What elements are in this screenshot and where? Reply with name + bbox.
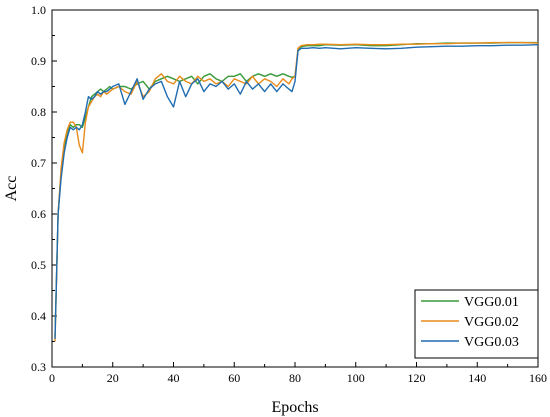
plot-lines xyxy=(54,41,539,342)
x-tick-label: 140 xyxy=(468,371,486,385)
legend: VGG0.01 VGG0.02 VGG0.03 xyxy=(414,289,539,359)
x-tick-label: 0 xyxy=(49,371,55,385)
series-line-vgg0-03 xyxy=(54,44,539,339)
y-tick-label: 0.9 xyxy=(31,54,46,68)
x-tick-label: 20 xyxy=(107,371,119,385)
legend-label: VGG0.02 xyxy=(464,315,519,330)
y-tick-label: 0.6 xyxy=(31,207,46,221)
axes: 0 20 40 60 80 100 120 140 160 0.3 0.4 0.5 0.6 0.7 0.8 0… xyxy=(31,3,547,385)
x-tick-label: 60 xyxy=(228,371,240,385)
series-line-vgg0-02 xyxy=(54,41,539,342)
y-tick-label: 0.8 xyxy=(31,105,46,119)
x-tick-label: 160 xyxy=(529,371,547,385)
legend-label: VGG0.01 xyxy=(464,295,519,310)
x-axis-title: Epochs xyxy=(271,399,318,416)
y-tick-label: 0.5 xyxy=(31,258,46,272)
y-tick-label: 0.7 xyxy=(31,156,46,170)
legend-label: VGG0.03 xyxy=(464,335,519,350)
y-axis-title: Acc xyxy=(3,176,20,202)
x-tick-label: 80 xyxy=(289,371,301,385)
y-tick-label: 0.4 xyxy=(31,309,46,323)
x-tick-label: 40 xyxy=(168,371,180,385)
x-tick-label: 100 xyxy=(347,371,365,385)
y-tick-label: 0.3 xyxy=(31,360,46,374)
y-tick-label: 1.0 xyxy=(31,3,46,17)
x-tick-label: 120 xyxy=(408,371,426,385)
